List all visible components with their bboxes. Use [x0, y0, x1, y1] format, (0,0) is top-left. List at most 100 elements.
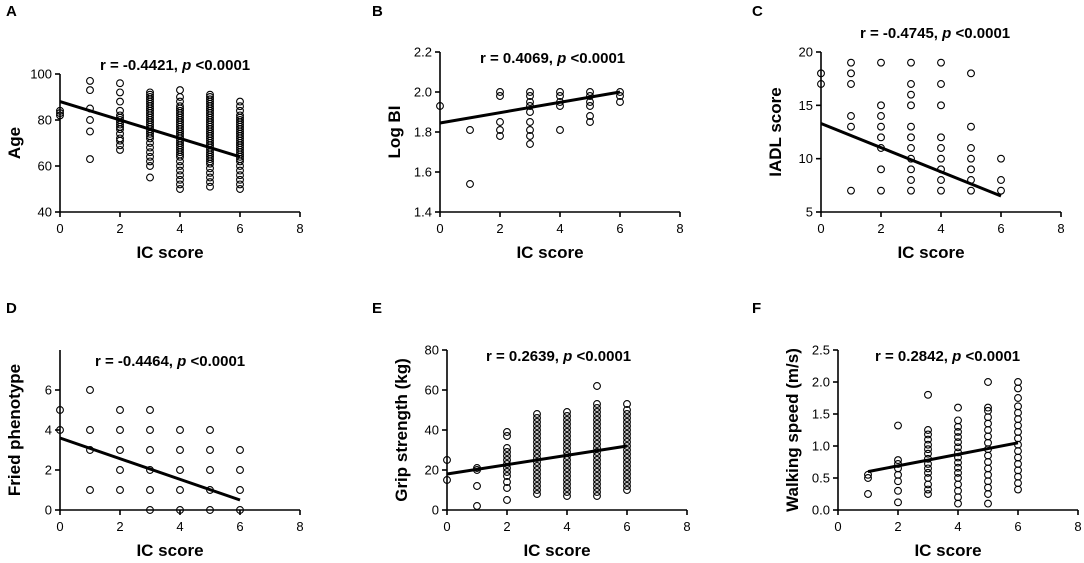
data-point — [997, 186, 1005, 195]
y-tick-label: 2.0 — [414, 85, 432, 100]
p-symbol: p — [181, 57, 191, 74]
data-point — [563, 420, 571, 428]
x-tick-label: 4 — [563, 519, 570, 534]
data-point — [623, 426, 631, 434]
correlation-annotation: r = -0.4421, p <0.0001 — [100, 57, 250, 74]
regression-line — [59, 100, 241, 159]
data-point — [1014, 466, 1022, 475]
data-point — [954, 486, 962, 495]
data-point — [206, 466, 214, 474]
p-symbol: p — [562, 348, 572, 365]
x-tick-label: 8 — [296, 519, 303, 534]
data-point — [1014, 415, 1022, 424]
data-point — [623, 418, 631, 426]
data-point — [593, 476, 601, 484]
x-tick-label: 0 — [56, 221, 63, 236]
data-point — [954, 499, 962, 508]
data-point — [593, 412, 601, 420]
data-point — [984, 438, 992, 447]
data-point — [206, 182, 214, 191]
data-point — [894, 470, 902, 479]
data-point — [623, 450, 631, 458]
data-point — [593, 480, 601, 488]
data-point — [984, 483, 992, 492]
data-point — [236, 116, 244, 124]
regression-line — [439, 90, 621, 125]
data-point — [116, 466, 124, 474]
data-point — [176, 506, 184, 514]
data-point — [593, 440, 601, 448]
x-tick-label: 8 — [296, 221, 303, 236]
data-point — [1014, 434, 1022, 443]
data-point — [116, 88, 124, 97]
data-point — [526, 126, 534, 134]
data-point — [593, 460, 601, 468]
data-point — [623, 478, 631, 486]
x-tick-label: 6 — [623, 519, 630, 534]
data-point — [984, 464, 992, 473]
data-point — [954, 433, 962, 441]
y-tick-label: 20 — [425, 463, 439, 478]
data-point — [937, 133, 945, 142]
y-tick-label: 2.2 — [414, 45, 432, 60]
r-value: r = 0.4069, — [480, 50, 557, 67]
data-point — [563, 484, 571, 492]
data-point — [176, 93, 184, 101]
correlation-annotation: r = 0.2842, p <0.0001 — [875, 348, 1020, 365]
y-axis-label: IADL score — [766, 87, 785, 176]
x-tick-label: 6 — [236, 221, 243, 236]
data-point — [503, 484, 511, 492]
data-point — [623, 462, 631, 470]
data-point — [877, 112, 885, 120]
data-point — [116, 79, 124, 88]
data-point — [206, 93, 214, 101]
data-point — [563, 416, 571, 424]
data-point — [924, 440, 932, 449]
data-point — [526, 118, 534, 126]
data-point — [443, 456, 451, 464]
data-point — [593, 488, 601, 496]
data-point — [907, 101, 915, 110]
data-point — [176, 102, 184, 111]
data-point — [954, 438, 962, 447]
data-point — [954, 416, 962, 425]
y-tick-label: 0 — [45, 503, 52, 518]
data-point — [86, 386, 94, 394]
data-point — [586, 102, 594, 110]
x-tick-label: 0 — [817, 221, 824, 236]
data-point — [563, 428, 571, 436]
y-tick-label: 0.5 — [812, 471, 830, 486]
data-point — [503, 448, 511, 456]
data-point — [563, 436, 571, 444]
data-point — [503, 444, 511, 452]
data-point — [967, 144, 975, 152]
data-point — [116, 406, 124, 414]
data-point — [206, 95, 214, 104]
data-point — [623, 430, 631, 438]
panel-d: D 0 2 4 6 8 0 2 4 6 IC score Fried phenotype r = -0.… — [5, 300, 304, 560]
data-point — [563, 476, 571, 484]
data-point — [954, 403, 962, 412]
data-point — [984, 451, 992, 460]
data-point — [206, 173, 214, 182]
x-tick-label: 0 — [443, 519, 450, 534]
data-point — [984, 403, 992, 412]
data-point — [86, 127, 94, 136]
data-point — [236, 171, 244, 180]
data-point — [924, 464, 932, 473]
data-point — [623, 482, 631, 490]
data-point — [864, 490, 872, 498]
x-tick-label: 4 — [954, 519, 961, 534]
data-point — [593, 432, 601, 440]
data-point — [924, 426, 932, 434]
data-point — [533, 438, 541, 446]
y-tick-label: 40 — [38, 205, 52, 220]
data-point — [466, 180, 474, 188]
data-point — [937, 154, 945, 163]
data-point — [496, 118, 504, 126]
data-point — [146, 162, 154, 170]
x-tick-label: 4 — [176, 221, 183, 236]
data-point — [847, 122, 855, 131]
data-point — [1014, 472, 1022, 481]
x-tick-label: 2 — [116, 221, 123, 236]
